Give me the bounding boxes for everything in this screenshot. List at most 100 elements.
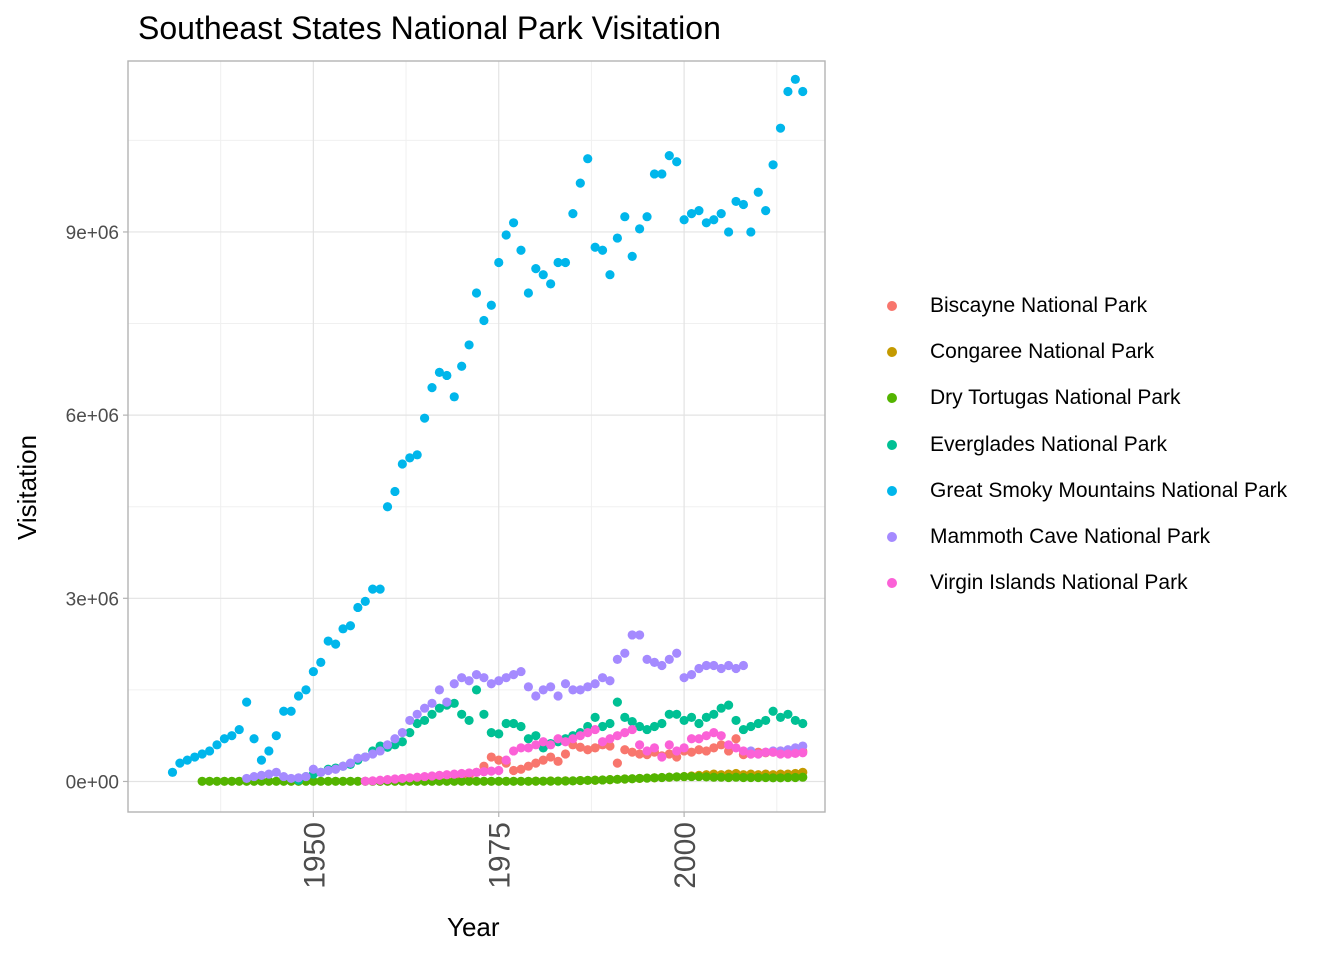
data-point [560, 679, 571, 689]
data-point [783, 772, 793, 783]
data-points [167, 74, 808, 786]
data-point [790, 772, 800, 783]
data-point [375, 746, 385, 756]
data-point [501, 230, 511, 240]
data-point [657, 752, 667, 762]
data-point [694, 663, 704, 674]
data-point [701, 712, 711, 722]
data-point [501, 718, 511, 729]
data-point [701, 746, 711, 756]
data-point [508, 746, 519, 756]
data-point [590, 679, 600, 689]
data-point [464, 768, 474, 778]
data-point [419, 715, 430, 726]
data-point [279, 706, 289, 716]
data-point [353, 602, 363, 613]
data-point [635, 224, 645, 234]
data-point [657, 772, 667, 783]
data-point [256, 770, 267, 780]
data-point [709, 215, 719, 225]
data-point [620, 712, 630, 722]
data-point [798, 748, 808, 758]
data-point [560, 776, 571, 786]
data-point [679, 673, 689, 683]
x-axis-title: Year [447, 912, 500, 942]
data-point [464, 776, 474, 786]
data-point [494, 729, 504, 739]
data-point [657, 718, 667, 729]
data-point [664, 654, 674, 664]
data-point [308, 764, 318, 774]
legend-label: Virgin Islands National Park [930, 571, 1188, 595]
data-point [583, 775, 593, 785]
data-point [746, 772, 756, 783]
data-point [368, 776, 378, 786]
data-point [701, 731, 711, 741]
data-point [686, 209, 697, 219]
data-point [783, 709, 793, 719]
data-point [664, 151, 674, 161]
data-point [516, 666, 526, 677]
data-point [738, 199, 749, 210]
data-point [471, 288, 482, 298]
data-point [286, 773, 296, 784]
data-point [316, 767, 326, 777]
data-point [531, 740, 541, 750]
data-point [672, 157, 682, 167]
data-point [716, 731, 726, 741]
data-point [590, 242, 600, 252]
legend-label: Everglades National Park [930, 432, 1167, 456]
data-point [620, 745, 630, 755]
data-point [523, 761, 534, 771]
data-point [694, 745, 704, 755]
data-point [575, 731, 585, 741]
data-point [716, 772, 726, 782]
data-point [590, 775, 600, 785]
data-point [679, 743, 689, 753]
y-tick-label: 3e+06 [66, 589, 119, 610]
data-point [642, 212, 652, 222]
data-point [286, 706, 296, 716]
data-point [449, 392, 459, 402]
legend-key-icon [887, 531, 897, 542]
data-point [731, 196, 741, 207]
data-point [390, 734, 400, 744]
data-point [227, 776, 237, 786]
data-point [457, 709, 467, 719]
data-point [597, 737, 608, 747]
data-point [672, 746, 682, 756]
data-point [382, 740, 393, 750]
data-point [560, 737, 571, 747]
y-tick-label: 9e+06 [66, 223, 119, 244]
data-point [293, 691, 304, 701]
data-point [323, 636, 333, 646]
data-point [724, 660, 734, 671]
data-point [546, 752, 556, 762]
data-point [427, 709, 437, 719]
data-point [449, 769, 459, 779]
data-point [538, 737, 548, 747]
data-point [568, 209, 578, 219]
data-point [605, 676, 615, 686]
data-point [427, 698, 437, 708]
data-point [627, 774, 637, 784]
chart-title: Southeast States National Park Visitatio… [138, 10, 721, 46]
data-point [724, 700, 734, 710]
data-point [635, 740, 645, 750]
data-point [731, 715, 741, 726]
data-point [731, 772, 741, 782]
data-point [397, 773, 407, 784]
data-point [501, 673, 511, 683]
data-point [568, 776, 578, 786]
data-point [612, 654, 622, 664]
data-point [523, 743, 534, 753]
data-point [686, 747, 697, 757]
data-point [323, 765, 333, 776]
data-point [523, 682, 534, 692]
data-point [434, 685, 445, 695]
data-point [761, 205, 771, 216]
data-point [568, 734, 578, 744]
data-point [575, 775, 585, 786]
data-point [546, 279, 556, 289]
data-point [219, 734, 229, 744]
